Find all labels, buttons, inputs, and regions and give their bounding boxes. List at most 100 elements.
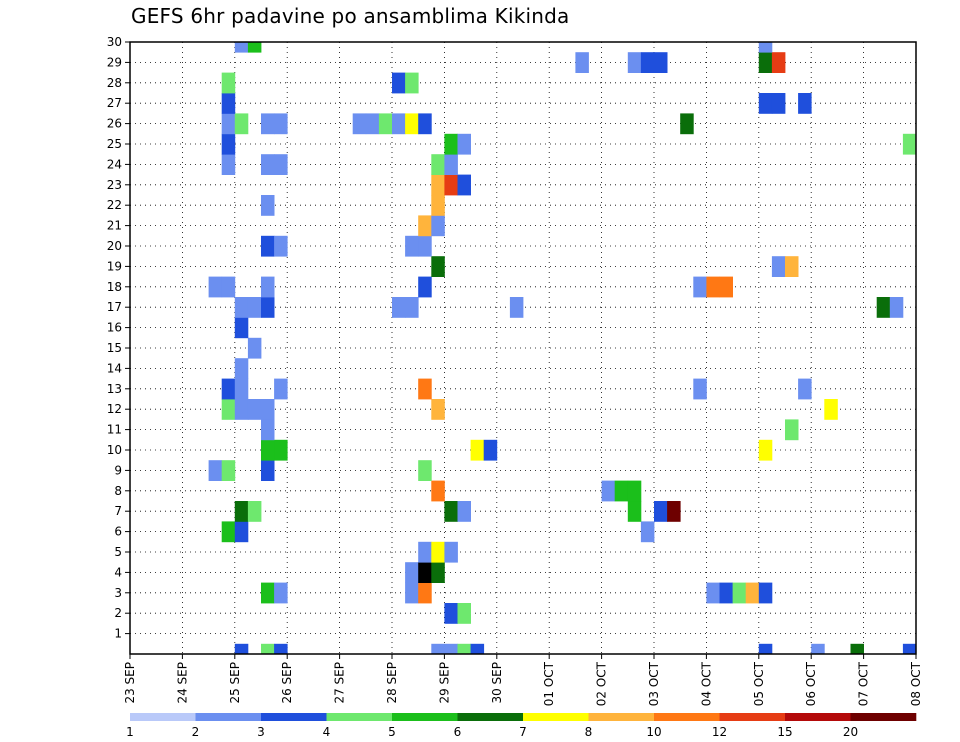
colorbar-swatch [326, 713, 393, 721]
precip-cell [365, 113, 380, 135]
colorbar-swatch [785, 713, 851, 721]
precip-cell [261, 113, 275, 135]
y-tick-label: 13 [107, 382, 122, 396]
y-tick-label: 10 [107, 443, 122, 457]
x-tick-label: 05 OCT [752, 661, 766, 706]
precip-cell [418, 460, 432, 481]
precip-cell [234, 297, 249, 318]
precip-cell [706, 582, 720, 604]
precip-cell [771, 256, 786, 277]
y-tick-label: 30 [107, 35, 122, 49]
precip-cell [234, 643, 249, 654]
precip-cell [444, 541, 458, 563]
precip-cell [234, 378, 249, 400]
precip-cell [431, 174, 445, 196]
y-tick-label: 8 [114, 484, 122, 498]
precip-cell [221, 72, 236, 94]
precip-cell [758, 439, 773, 461]
precip-cell [483, 439, 498, 461]
y-tick-label: 24 [107, 157, 122, 171]
precip-cell [418, 378, 432, 400]
precip-cell [274, 235, 288, 257]
x-tick-label: 25 SEP [228, 662, 242, 704]
precip-cell [627, 480, 642, 502]
x-axis: 23 SEP 24 SEP 25 SEP 26 SEP 27 SEP 28 SEP 29 S… [123, 654, 923, 706]
precip-cell [221, 378, 236, 400]
precip-cell [811, 643, 825, 654]
precip-cell [680, 113, 694, 135]
y-tick-label: 29 [107, 55, 122, 69]
precip-cell [758, 52, 773, 73]
x-tick-label: 27 SEP [333, 662, 347, 704]
precip-cell [208, 276, 223, 298]
precip-cell [247, 337, 262, 359]
precip-cell [261, 235, 275, 257]
x-tick-label: 02 OCT [595, 661, 609, 706]
colorbar-swatch [130, 713, 196, 721]
precip-cell [418, 215, 432, 237]
precip-cell [392, 113, 406, 135]
y-tick-label: 27 [107, 96, 122, 110]
precip-cell [261, 582, 275, 604]
colorbar-swatch [719, 713, 786, 721]
precip-cell [431, 562, 445, 583]
colorbar-swatch [654, 713, 720, 721]
precip-cell [732, 582, 747, 604]
precip-cell [693, 276, 707, 298]
precip-cell [378, 113, 393, 135]
precip-cell [614, 480, 629, 502]
y-tick-label: 19 [107, 259, 122, 273]
precip-cell [667, 501, 681, 522]
colorbar-swatch [195, 713, 262, 721]
precip-cell [457, 501, 471, 522]
precip-cell [261, 297, 275, 318]
precip-cell [352, 113, 367, 135]
precip-cell [392, 72, 406, 94]
x-tick-label: 29 SEP [437, 662, 451, 704]
precip-cell [706, 276, 720, 298]
y-tick-label: 25 [107, 137, 122, 151]
precip-cell [640, 52, 655, 73]
precip-cell [758, 582, 773, 604]
precip-cell [798, 378, 812, 400]
y-tick-label: 18 [107, 280, 122, 294]
precip-cell [470, 439, 485, 461]
precip-cell [405, 113, 419, 135]
precip-cell [247, 501, 262, 522]
x-tick-label: 01 OCT [542, 661, 556, 706]
precip-cell [824, 399, 838, 420]
precip-cell [247, 42, 262, 53]
precip-cell [798, 93, 812, 114]
precip-cell [627, 501, 642, 522]
precip-cell [221, 276, 236, 298]
precip-cell [221, 154, 236, 175]
colorbar-label: 4 [323, 725, 331, 739]
precip-cell [771, 93, 786, 114]
colorbar-label: 5 [388, 725, 396, 739]
x-tick-label: 04 OCT [699, 661, 713, 706]
colorbar-label: 8 [585, 725, 593, 739]
precip-cell [234, 521, 249, 543]
precip-cell [418, 562, 432, 583]
precip-cell [418, 582, 432, 604]
colorbar-swatch [457, 713, 524, 721]
precip-cell [247, 399, 262, 420]
y-axis: 1234567891011121314151617181920212223242… [107, 35, 130, 641]
precip-cell [405, 72, 419, 94]
y-tick-label: 23 [107, 178, 122, 192]
precip-cell [274, 154, 288, 175]
precip-cell [261, 276, 275, 298]
x-tick-label: 03 OCT [647, 661, 661, 706]
y-tick-label: 16 [107, 321, 122, 335]
precip-cell [274, 439, 288, 461]
precip-cell [431, 399, 445, 420]
precip-cell [719, 276, 733, 298]
precip-cell [431, 195, 445, 216]
colorbar-label: 7 [519, 725, 527, 739]
precip-cell [758, 93, 773, 114]
precip-cell [876, 297, 891, 318]
y-tick-label: 5 [114, 545, 122, 559]
y-tick-label: 17 [107, 300, 122, 314]
x-tick-label: 07 OCT [857, 661, 871, 706]
y-tick-label: 6 [114, 525, 122, 539]
